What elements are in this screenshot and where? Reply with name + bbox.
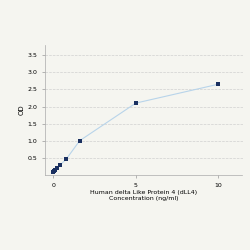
Point — [134, 101, 138, 105]
Point — [216, 82, 220, 86]
Point — [58, 164, 62, 168]
Y-axis label: OD: OD — [19, 105, 25, 115]
X-axis label: Human delta Like Protein 4 (dLL4)
Concentration (ng/ml): Human delta Like Protein 4 (dLL4) Concen… — [90, 190, 197, 201]
Point — [52, 168, 56, 172]
Point — [53, 168, 57, 172]
Point — [78, 139, 82, 143]
Point — [64, 157, 68, 161]
Point — [51, 170, 55, 173]
Point — [54, 166, 58, 170]
